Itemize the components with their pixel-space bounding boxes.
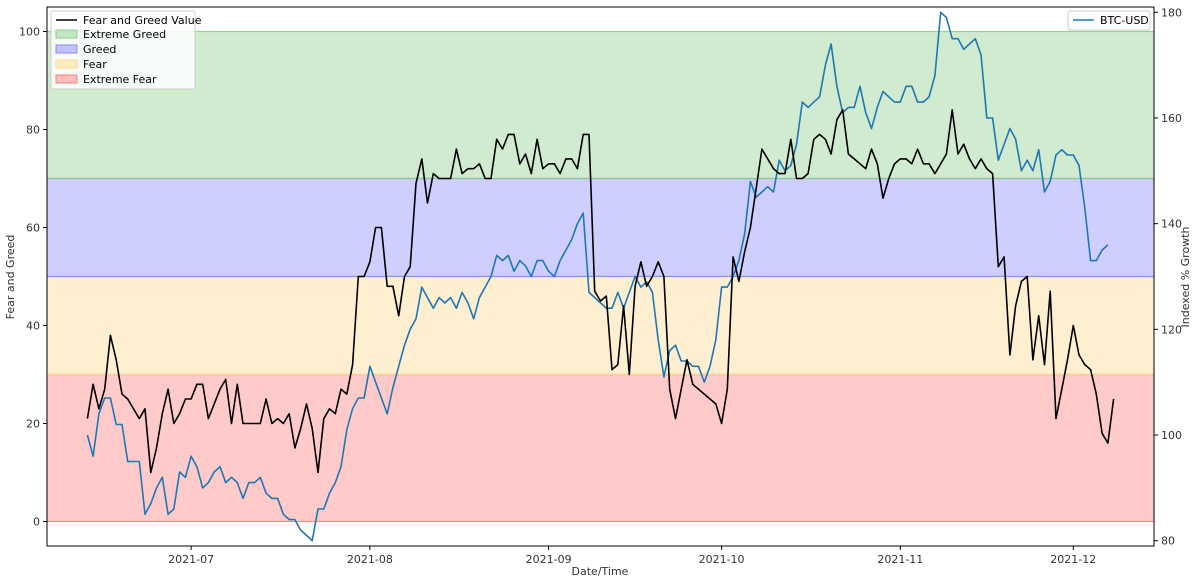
legend-label-extreme-fear: Extreme Fear — [83, 73, 157, 86]
sentiment-bands — [47, 30, 1154, 523]
right-y-tick-label: 100 — [1161, 429, 1182, 442]
legend-label-fear-greed: Fear and Greed Value — [83, 14, 202, 27]
legend-label-btc: BTC-USD — [1100, 14, 1149, 27]
x-axis-title: Date/Time — [572, 565, 629, 578]
left-y-tick-label: 60 — [26, 222, 40, 235]
right-y-axis-title: Indexed % Growth — [1179, 227, 1192, 328]
right-y-tick-label: 120 — [1161, 323, 1182, 336]
x-tick-label: 2021-12 — [1050, 553, 1096, 566]
right-y-tick-label: 140 — [1161, 218, 1182, 231]
legend-left-box — [50, 10, 196, 90]
left-y-tick-label: 40 — [26, 320, 40, 333]
x-tick-label: 2021-09 — [526, 553, 572, 566]
series-lines — [86, 11, 1115, 542]
legend-label-fear: Fear — [83, 58, 107, 71]
legend-label-extreme-greed: Extreme Greed — [83, 28, 166, 41]
band-greed — [47, 178, 1154, 277]
left-y-tick-label: 80 — [26, 124, 40, 137]
legend-swatch-greed — [55, 44, 78, 54]
right-y-tick-label: 180 — [1161, 6, 1182, 19]
band-fear — [47, 276, 1154, 375]
left-y-axis: 0 20 40 60 80 100 — [19, 26, 47, 529]
band-extreme-fear — [47, 374, 1154, 522]
x-axis: 2021-07 2021-08 2021-09 2021-10 2021-11 2021-… — [168, 546, 1096, 566]
x-tick-label: 2021-10 — [699, 553, 745, 566]
x-tick-label: 2021-07 — [168, 553, 214, 566]
plot-frame — [46, 6, 1155, 547]
right-y-tick-label: 160 — [1161, 112, 1182, 125]
left-y-axis-title: Fear and Greed — [4, 235, 17, 320]
right-y-tick-label: 80 — [1161, 535, 1175, 548]
left-y-tick-label: 100 — [19, 26, 40, 39]
x-tick-label: 2021-11 — [877, 553, 923, 566]
legend-swatch-extreme-fear — [55, 74, 78, 84]
legend-right-box — [1067, 10, 1151, 31]
left-y-tick-label: 20 — [26, 418, 40, 431]
band-extreme-greed — [47, 31, 1154, 179]
legend-right: BTC-USD — [1067, 10, 1151, 31]
legend-swatch-extreme-greed — [55, 29, 78, 39]
series-line-btc-usd — [86, 11, 1109, 542]
legend-label-greed: Greed — [83, 43, 116, 56]
legend-swatch-fear — [55, 59, 78, 69]
left-y-tick-label: 0 — [33, 516, 40, 529]
right-y-axis: 80 100 120 140 160 180 — [1154, 6, 1182, 548]
x-tick-label: 2021-08 — [347, 553, 393, 566]
legend-left: Fear and Greed Value Extreme Greed Greed… — [50, 10, 202, 90]
series-line-fear-and-greed-value — [86, 109, 1115, 474]
